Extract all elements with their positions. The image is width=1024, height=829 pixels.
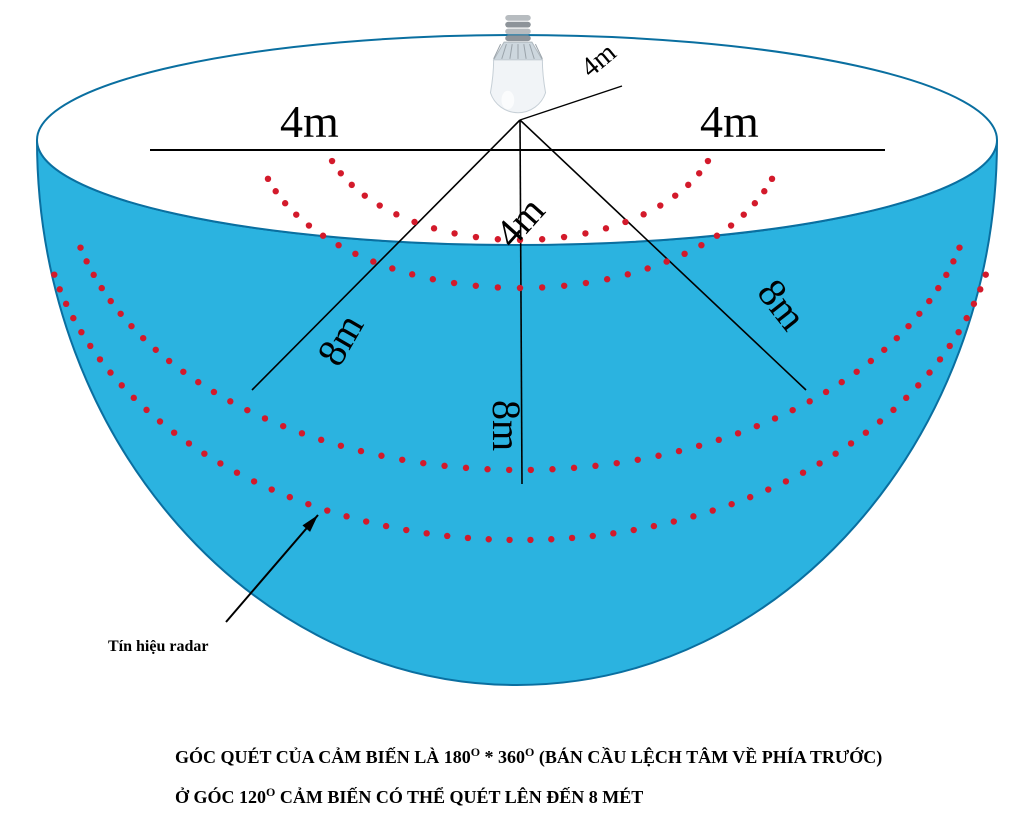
led-bulb-icon (490, 15, 545, 113)
caption1-sup2: O (525, 745, 534, 759)
label-radar-signal: Tín hiệu radar (108, 638, 208, 656)
label-8m-center: 8m (483, 400, 530, 451)
caption-line-1: GÓC QUÉT CỦA CẢM BIẾN LÀ 180O * 360O (BÁ… (175, 745, 882, 768)
label-4m-left: 4m (280, 95, 339, 148)
caption-line-2: Ở GÓC 120O CẢM BIẾN CÓ THỂ QUÉT LÊN ĐẾN … (175, 785, 643, 808)
caption2-part2: CẢM BIẾN CÓ THỂ QUÉT LÊN ĐẾN 8 MÉT (275, 787, 643, 807)
caption2-sup1: O (266, 785, 275, 799)
diagram-stage: 4m 4m 4m 4m 8m 8m 8m Tín hiệu radar GÓC … (0, 0, 1024, 829)
caption2-part1: Ở GÓC 120 (175, 787, 266, 807)
caption1-part2: * 360 (480, 747, 525, 767)
caption1-sup1: O (471, 745, 480, 759)
label-4m-right: 4m (700, 95, 759, 148)
caption1-part1: GÓC QUÉT CỦA CẢM BIẾN LÀ 180 (175, 747, 471, 767)
caption1-part3: (BÁN CẦU LỆCH TÂM VỀ PHÍA TRƯỚC) (534, 747, 882, 767)
